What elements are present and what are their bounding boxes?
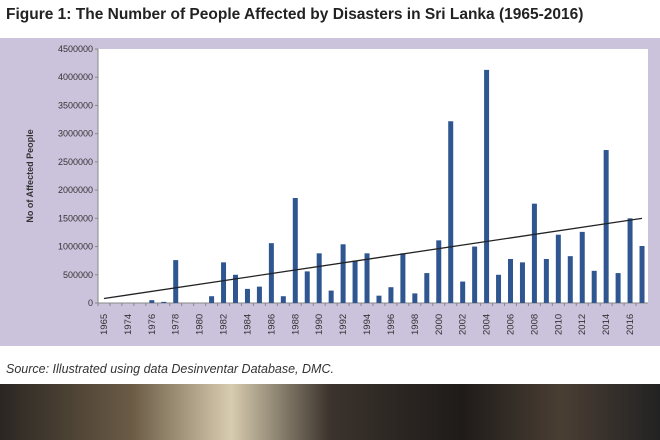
source-note: Source: Illustrated using data Desinvent…	[6, 362, 334, 376]
bar-chart: 0 500000 1000000 1500000 2000000 2500000 30000…	[25, 44, 648, 335]
bar	[591, 270, 597, 303]
bar	[508, 258, 513, 303]
bar	[149, 300, 155, 303]
x-tick-label: 2012	[577, 314, 588, 335]
chart-title: Figure 1: The Number of People Affected …	[6, 6, 584, 23]
bar	[627, 218, 633, 303]
bar	[161, 301, 167, 303]
y-tick-label: 2500000	[58, 157, 93, 167]
bar	[221, 262, 227, 303]
x-tick-label: 1984	[242, 314, 253, 335]
bar	[460, 281, 466, 303]
bar	[484, 69, 490, 303]
y-axis-label: No of Affected People	[25, 129, 35, 222]
x-tick-label: 1982	[219, 314, 230, 335]
trendline	[103, 217, 643, 300]
x-tick-label: 1986	[266, 314, 277, 335]
bar	[615, 273, 621, 303]
y-tick-label: 3000000	[58, 129, 93, 139]
bar	[436, 240, 442, 303]
y-tick-label: 1000000	[58, 242, 93, 252]
bar	[173, 260, 179, 303]
bar	[412, 293, 418, 303]
x-tick-label: 1978	[171, 314, 182, 335]
y-tick-label: 3500000	[58, 100, 93, 110]
photo-strip	[0, 384, 660, 440]
bar	[519, 262, 525, 303]
bar	[328, 290, 334, 303]
bar	[424, 273, 430, 303]
bar	[364, 253, 370, 303]
bar	[209, 296, 215, 303]
x-tick-label: 2016	[625, 314, 636, 335]
y-tick-label: 2000000	[58, 185, 93, 195]
x-tick-label: 2006	[506, 314, 517, 335]
bar	[352, 260, 358, 303]
bar	[304, 271, 310, 303]
bar	[448, 121, 454, 303]
x-tick-label: 2010	[553, 314, 564, 335]
bar	[376, 295, 382, 303]
bar	[567, 256, 573, 303]
bar	[280, 296, 286, 303]
x-tick-label: 2000	[434, 314, 445, 335]
bar	[531, 203, 537, 303]
y-tick-label: 1500000	[58, 213, 93, 223]
x-tick-label: 1992	[338, 314, 349, 335]
bar	[472, 246, 478, 303]
x-tick-label: 1996	[386, 314, 397, 335]
y-tick-label: 500000	[63, 270, 93, 280]
x-tick-label: 1994	[362, 314, 373, 335]
x-tick-label: 1988	[290, 314, 301, 335]
x-tick-label: 2014	[601, 314, 612, 335]
x-tick-label: 1998	[410, 314, 421, 335]
y-tick-label: 4500000	[58, 44, 93, 54]
x-tick-label: 1976	[147, 314, 158, 335]
bar	[340, 244, 346, 303]
bar	[292, 198, 298, 303]
bar	[496, 274, 502, 303]
bar	[388, 287, 394, 303]
chart-panel: 0 500000 1000000 1500000 2000000 2500000 30000…	[0, 38, 660, 346]
bar	[555, 234, 561, 303]
bar	[256, 286, 262, 303]
bar	[603, 150, 609, 303]
bar	[543, 258, 549, 303]
bar	[579, 231, 585, 303]
plot-area	[98, 49, 648, 303]
x-tick-label: 1965	[99, 314, 110, 335]
x-tick-label: 1980	[195, 314, 206, 335]
x-tick-label: 2008	[529, 314, 540, 335]
bar	[400, 253, 406, 303]
x-tick-label: 1990	[314, 314, 325, 335]
bar	[233, 274, 238, 303]
x-tick-label: 2004	[482, 314, 493, 335]
y-tick-label: 4000000	[58, 72, 93, 82]
bar	[316, 253, 322, 303]
bar	[639, 245, 645, 303]
bar	[244, 288, 250, 303]
x-tick-label: 1974	[123, 314, 134, 335]
x-tick-label: 2002	[458, 314, 469, 335]
y-tick-label: 0	[88, 298, 93, 308]
